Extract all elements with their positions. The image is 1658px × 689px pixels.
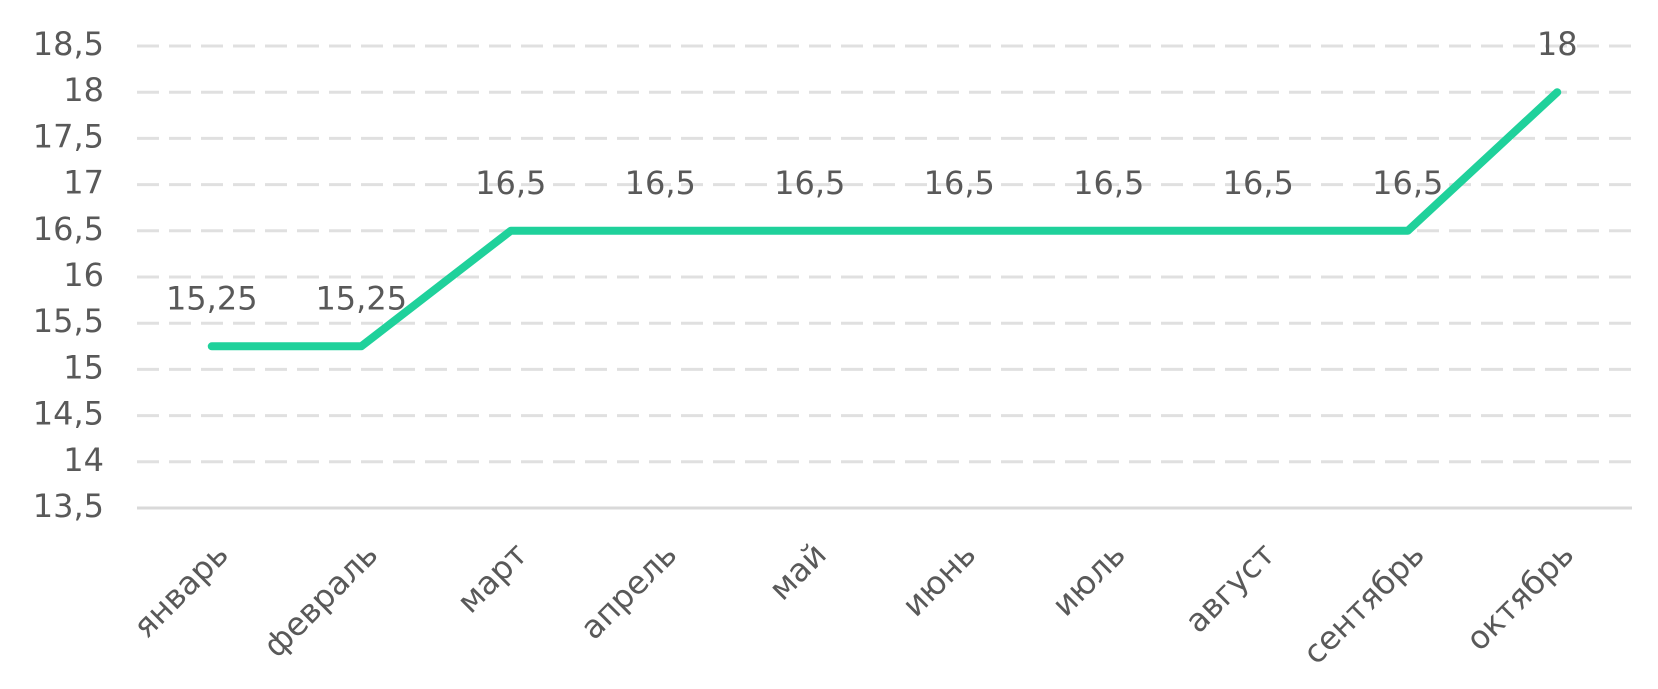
x-tick-label: январь (126, 535, 236, 645)
y-tick-label: 13,5 (33, 487, 104, 525)
y-tick-label: 15,5 (33, 302, 104, 340)
x-tick-label: июль (1044, 535, 1132, 623)
y-tick-label: 15 (63, 348, 104, 386)
y-tick-label: 14 (63, 441, 104, 479)
x-tick-label: март (449, 535, 534, 620)
data-label: 18 (1537, 25, 1578, 63)
data-line (207, 88, 1562, 351)
y-tick-label: 18,5 (33, 25, 104, 63)
x-tick-label: сентябрь (1295, 535, 1431, 671)
y-tick-label: 14,5 (33, 395, 104, 433)
data-label: 16,5 (1073, 164, 1144, 202)
x-tick-label: июнь (895, 535, 984, 624)
y-tick-label: 18 (63, 71, 104, 109)
y-tick-label: 16,5 (33, 210, 104, 248)
data-label: 16,5 (774, 164, 845, 202)
x-tick-label: февраль (256, 535, 385, 665)
data-label: 15,25 (315, 279, 407, 317)
data-label: 16,5 (1372, 164, 1443, 202)
y-tick-label: 16 (63, 256, 104, 294)
data-label: 16,5 (1223, 164, 1294, 202)
data-label: 15,25 (166, 279, 258, 317)
x-tick-label: август (1177, 535, 1282, 640)
x-tick-label: октябрь (1458, 535, 1581, 658)
data-label: 16,5 (924, 164, 995, 202)
x-tick-label: апрель (573, 535, 685, 647)
x-tick-label: май (761, 535, 834, 608)
data-label: 16,5 (625, 164, 696, 202)
y-tick-label: 17 (63, 164, 104, 202)
y-tick-label: 17,5 (33, 117, 104, 155)
data-label: 16,5 (475, 164, 546, 202)
